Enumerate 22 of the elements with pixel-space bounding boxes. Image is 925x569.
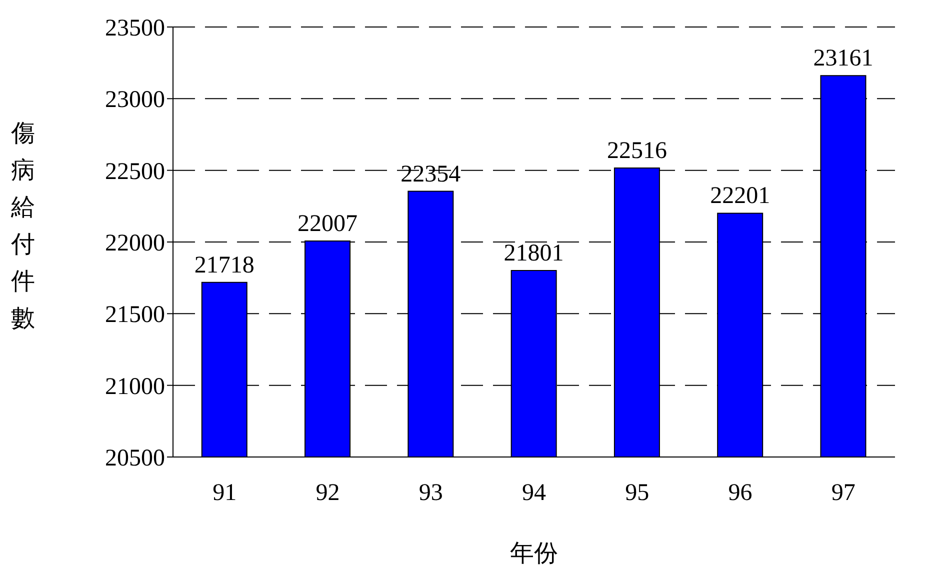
x-tick-label: 95: [625, 480, 650, 506]
x-tick-label: 93: [418, 480, 443, 506]
data-label: 21718: [194, 252, 254, 278]
y-tick-label: 21500: [105, 302, 165, 328]
data-label: 23161: [813, 46, 874, 72]
y-tick-label: 20500: [105, 446, 165, 472]
y-tick-label: 22500: [105, 158, 165, 185]
x-axis-title: 年份: [510, 541, 558, 567]
data-label: 22201: [710, 183, 770, 210]
x-tick-label: 91: [212, 480, 237, 506]
y-axis-title: 傷病給付件數: [10, 120, 36, 334]
y-tick-label: 23500: [105, 16, 165, 42]
x-tick-label: 94: [522, 480, 546, 506]
x-tick-label: 97: [831, 480, 856, 506]
data-label: 22516: [606, 138, 667, 164]
data-label: 22007: [298, 210, 358, 237]
x-tick-label: 96: [728, 480, 752, 506]
x-tick-label: 92: [316, 480, 340, 506]
y-tick-label: 23000: [105, 87, 165, 114]
y-tick-label: 21000: [105, 374, 165, 400]
data-label: 21801: [504, 240, 564, 267]
y-tick-label: 22000: [105, 230, 165, 257]
